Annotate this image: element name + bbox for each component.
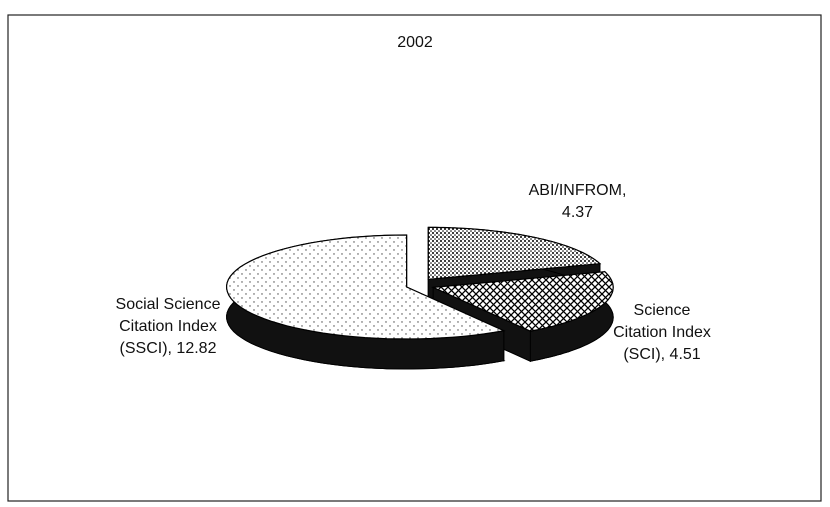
label-category: ABI/INFROM, — [528, 182, 627, 199]
data-label: Science Citation Index (SCI), 4.51 — [605, 300, 719, 366]
slice — [430, 271, 614, 332]
label-value: 4.37 — [561, 204, 594, 221]
label-value: 12.82 — [176, 340, 217, 357]
slice — [225, 234, 506, 340]
label-category: Social Science Citation Index (SSCI), — [115, 296, 221, 357]
chart-title: 2002 — [397, 34, 433, 51]
chart-frame — [7, 14, 822, 502]
label-value: 4.51 — [669, 346, 701, 363]
data-label: ABI/INFROM, 4.37 — [525, 180, 630, 224]
data-label: Social Science Citation Index (SSCI), 12… — [95, 294, 241, 360]
slice — [427, 226, 602, 281]
label-category: Science Citation Index (SCI), — [613, 302, 711, 363]
